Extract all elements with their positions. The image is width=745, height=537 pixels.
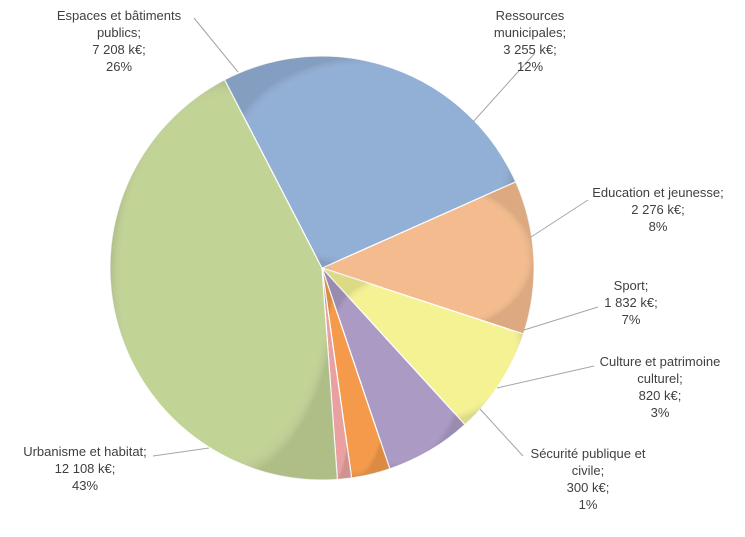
data-label-line: 2 276 k€; <box>631 202 685 217</box>
leader-line-culture-et-patrimoine-culturel <box>496 365 595 389</box>
pie-slice-shading <box>322 181 535 335</box>
data-label-line: Ressources <box>496 8 565 23</box>
data-label-securite-publique-et-civile: Sécurité publique et civile; 300 k€; 1% <box>531 446 646 512</box>
data-label-line: 12 108 k€; <box>55 461 116 476</box>
data-label-line: Urbanisme et habitat; <box>23 444 147 459</box>
data-label-line: 7 208 k€; <box>92 42 146 57</box>
data-label-line: Education et jeunesse; <box>592 185 724 200</box>
data-label-line: Sécurité publique et <box>531 446 646 461</box>
data-label-line: 26% <box>106 59 132 74</box>
data-label-ressources-municipales: Ressources municipales; 3 255 k€; 12% <box>494 8 566 74</box>
data-label-education-et-jeunesse: Education et jeunesse; 2 276 k€; 8% <box>592 185 724 234</box>
leader-lines-layer <box>152 17 599 457</box>
data-label-line: Culture et patrimoine <box>600 354 721 369</box>
leader-line-education-et-jeunesse <box>530 199 589 238</box>
data-label-line: 12% <box>517 59 543 74</box>
data-label-line: 820 k€; <box>639 388 682 403</box>
leader-line-sport <box>523 306 599 331</box>
data-label-line: 1 832 k€; <box>604 295 658 310</box>
pie-slice-shading <box>322 268 524 425</box>
pie-slice-shading <box>224 56 516 269</box>
data-label-espaces-et-batiments-publics: Espaces et bâtiments publics; 7 208 k€; 26% <box>57 8 182 74</box>
leader-line-ressources-municipales <box>472 52 536 123</box>
labels-layer: Ressources municipales; 3 255 k€; 12% Educat… <box>23 8 724 512</box>
data-label-line: 1% <box>579 497 598 512</box>
data-label-line: 43% <box>72 478 98 493</box>
data-label-urbanisme-et-habitat: Urbanisme et habitat; 12 108 k€; 43% <box>23 444 147 493</box>
leader-line-espaces-et-batiments-publics <box>193 17 239 73</box>
data-label-line: Espaces et bâtiments <box>57 8 182 23</box>
leader-line-urbanisme-et-habitat <box>152 447 210 457</box>
data-label-line: 8% <box>649 219 668 234</box>
data-label-line: 3% <box>651 405 670 420</box>
data-label-line: culturel; <box>637 371 683 386</box>
data-label-line: 300 k€; <box>567 480 610 495</box>
data-label-line: publics; <box>97 25 141 40</box>
data-label-culture-et-patrimoine-culturel: Culture et patrimoine culturel; 820 k€; 3% <box>600 354 721 420</box>
data-label-line: 3 255 k€; <box>503 42 557 57</box>
leader-line-securite-publique-et-civile <box>479 408 524 457</box>
pie-slice-shading <box>322 268 390 478</box>
pie-slice-shading <box>322 268 465 469</box>
data-label-line: 7% <box>622 312 641 327</box>
data-label-line: civile; <box>572 463 605 478</box>
slices-layer <box>109 55 535 481</box>
pie-slice-shading <box>322 268 352 480</box>
data-label-line: Sport; <box>614 278 649 293</box>
data-label-sport: Sport; 1 832 k€; 7% <box>604 278 658 327</box>
pie-slice-shading <box>109 79 338 481</box>
data-label-line: municipales; <box>494 25 566 40</box>
